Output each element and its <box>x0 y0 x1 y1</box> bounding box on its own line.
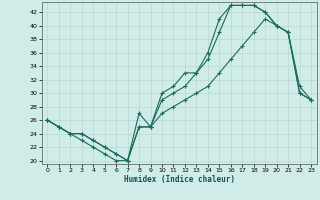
X-axis label: Humidex (Indice chaleur): Humidex (Indice chaleur) <box>124 175 235 184</box>
